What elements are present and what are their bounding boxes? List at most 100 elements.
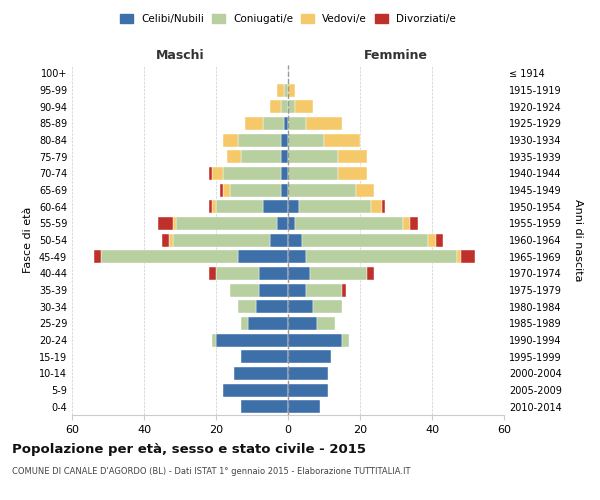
Bar [313,300,342,313]
Bar [248,317,288,330]
Bar [288,334,342,346]
Bar [162,234,169,246]
Bar [230,184,281,196]
Bar [238,300,256,313]
Bar [342,334,349,346]
Bar [428,234,436,246]
Bar [230,284,259,296]
Bar [461,250,475,263]
Bar [295,100,313,113]
Bar [223,167,281,180]
Bar [245,117,263,130]
Bar [238,250,288,263]
Bar [216,334,288,346]
Bar [317,317,335,330]
Bar [281,184,288,196]
Bar [288,300,313,313]
Bar [288,200,299,213]
Bar [270,100,281,113]
Bar [288,267,310,280]
Bar [284,117,288,130]
Bar [259,284,288,296]
Text: Popolazione per età, sesso e stato civile - 2015: Popolazione per età, sesso e stato civil… [12,442,366,456]
Bar [342,284,346,296]
Y-axis label: Fasce di età: Fasce di età [23,207,33,273]
Bar [295,217,403,230]
Bar [302,234,428,246]
Bar [436,234,443,246]
Text: Femmine: Femmine [364,48,428,62]
Bar [227,150,241,163]
Bar [288,367,328,380]
Bar [238,134,281,146]
Bar [259,267,288,280]
Bar [403,217,410,230]
Bar [277,84,284,96]
Bar [281,167,288,180]
Bar [288,384,328,396]
Bar [306,284,342,296]
Bar [216,200,263,213]
Bar [281,150,288,163]
Bar [223,384,288,396]
Bar [270,234,288,246]
Y-axis label: Anni di nascita: Anni di nascita [572,198,583,281]
Bar [241,317,248,330]
Bar [288,134,324,146]
Bar [306,117,342,130]
Bar [101,250,238,263]
Bar [288,84,295,96]
Text: COMUNE DI CANALE D'AGORDO (BL) - Dati ISTAT 1° gennaio 2015 - Elaborazione TUTTI: COMUNE DI CANALE D'AGORDO (BL) - Dati IS… [12,468,410,476]
Bar [281,134,288,146]
Bar [306,250,457,263]
Bar [277,217,288,230]
Bar [94,250,101,263]
Bar [212,334,216,346]
Bar [288,350,331,363]
Bar [288,250,306,263]
Bar [356,184,374,196]
Text: Maschi: Maschi [155,48,205,62]
Bar [457,250,461,263]
Bar [241,350,288,363]
Bar [288,284,306,296]
Bar [209,267,216,280]
Bar [288,400,320,413]
Bar [173,234,270,246]
Bar [288,117,306,130]
Bar [288,167,338,180]
Bar [338,150,367,163]
Bar [158,217,173,230]
Legend: Celibi/Nubili, Coniugati/e, Vedovi/e, Divorziati/e: Celibi/Nubili, Coniugati/e, Vedovi/e, Di… [116,10,460,29]
Bar [220,184,223,196]
Bar [288,184,356,196]
Bar [284,84,288,96]
Bar [263,200,288,213]
Bar [209,200,212,213]
Bar [263,117,284,130]
Bar [212,200,216,213]
Bar [367,267,374,280]
Bar [288,150,338,163]
Bar [371,200,382,213]
Bar [223,134,238,146]
Bar [241,400,288,413]
Bar [241,150,281,163]
Bar [382,200,385,213]
Bar [256,300,288,313]
Bar [310,267,367,280]
Bar [169,234,173,246]
Bar [281,100,288,113]
Bar [209,167,212,180]
Bar [324,134,360,146]
Bar [338,167,367,180]
Bar [288,100,295,113]
Bar [234,367,288,380]
Bar [176,217,277,230]
Bar [216,267,259,280]
Bar [223,184,230,196]
Bar [212,167,223,180]
Bar [288,317,317,330]
Bar [288,217,295,230]
Bar [288,234,302,246]
